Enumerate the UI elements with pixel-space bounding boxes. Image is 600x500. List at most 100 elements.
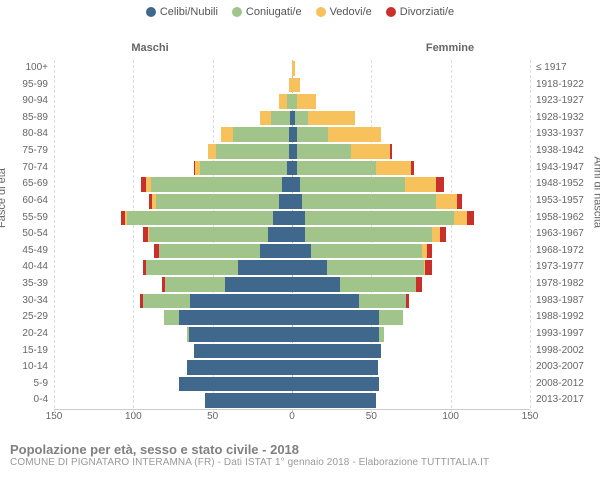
age-label: 45-49 xyxy=(22,243,54,258)
bar-segment xyxy=(454,211,467,226)
bar-male xyxy=(54,294,292,309)
bar-segment xyxy=(440,227,446,242)
bar-segment xyxy=(340,277,416,292)
birth-label: 1978-1982 xyxy=(530,276,584,291)
bar-male xyxy=(54,310,292,325)
birth-label: 2008-2012 xyxy=(530,376,584,391)
legend-swatch xyxy=(316,7,326,17)
bar-female xyxy=(292,360,530,375)
y-axis-left-label: Fasce di età xyxy=(0,168,8,228)
bar-segment xyxy=(282,177,292,192)
bar-male xyxy=(54,111,292,126)
age-label: 15-19 xyxy=(22,343,54,358)
pyramid-row: 80-841933-1937 xyxy=(54,126,530,143)
legend-swatch xyxy=(146,7,156,17)
bar-segment xyxy=(238,260,292,275)
bar-segment xyxy=(164,310,180,325)
legend-label: Vedovi/e xyxy=(330,6,372,18)
bar-segment xyxy=(225,277,292,292)
legend-label: Coniugati/e xyxy=(246,6,302,18)
bar-segment xyxy=(260,111,271,126)
bar-segment xyxy=(127,211,273,226)
legend-label: Celibi/Nubili xyxy=(160,6,218,18)
pyramid-row: 35-391978-1982 xyxy=(54,276,530,293)
bar-male xyxy=(54,277,292,292)
age-label: 70-74 xyxy=(22,160,54,175)
pyramid-row: 85-891928-1932 xyxy=(54,110,530,127)
bar-segment xyxy=(292,244,311,259)
bar-segment xyxy=(327,260,424,275)
bar-segment xyxy=(149,227,268,242)
bar-male xyxy=(54,344,292,359)
bar-segment xyxy=(260,244,292,259)
pyramid-row: 50-541963-1967 xyxy=(54,226,530,243)
legend-item: Vedovi/e xyxy=(316,6,372,18)
age-label: 5-9 xyxy=(34,376,54,391)
age-label: 80-84 xyxy=(22,126,54,141)
pyramid-row: 90-941923-1927 xyxy=(54,93,530,110)
bar-segment xyxy=(279,194,292,209)
birth-label: ≤ 1917 xyxy=(530,60,567,75)
pyramid-row: 15-191998-2002 xyxy=(54,343,530,360)
label-female: Femmine xyxy=(300,42,600,54)
bar-segment xyxy=(305,211,454,226)
legend-item: Coniugati/e xyxy=(232,6,302,18)
age-label: 50-54 xyxy=(22,226,54,241)
bar-segment xyxy=(156,194,280,209)
age-label: 30-34 xyxy=(22,293,54,308)
bar-segment xyxy=(271,111,290,126)
age-label: 55-59 xyxy=(22,210,54,225)
age-label: 75-79 xyxy=(22,143,54,158)
bar-segment xyxy=(328,127,380,142)
pyramid-row: 30-341983-1987 xyxy=(54,293,530,310)
age-label: 85-89 xyxy=(22,110,54,125)
bar-female xyxy=(292,161,530,176)
bar-male xyxy=(54,127,292,142)
bar-female xyxy=(292,78,530,93)
bar-female xyxy=(292,377,530,392)
bar-female xyxy=(292,94,530,109)
bar-segment xyxy=(390,144,392,159)
bar-female xyxy=(292,211,530,226)
bar-segment xyxy=(216,144,289,159)
bar-segment xyxy=(406,294,409,309)
pyramid-row: 75-791938-1942 xyxy=(54,143,530,160)
bar-segment xyxy=(190,294,292,309)
bar-segment xyxy=(405,177,437,192)
bar-segment xyxy=(295,111,308,126)
caption-title: Popolazione per età, sesso e stato civil… xyxy=(10,442,590,457)
bar-male xyxy=(54,377,292,392)
bar-segment xyxy=(151,177,283,192)
bar-female xyxy=(292,111,530,126)
bar-segment xyxy=(208,144,216,159)
bar-male xyxy=(54,94,292,109)
legend-label: Divorziati/e xyxy=(400,6,454,18)
bar-female xyxy=(292,144,530,159)
bar-segment xyxy=(187,360,292,375)
bar-segment xyxy=(292,344,381,359)
pyramid-row: 100+≤ 1917 xyxy=(54,60,530,77)
bar-male xyxy=(54,360,292,375)
bar-female xyxy=(292,177,530,192)
bar-segment xyxy=(292,327,379,342)
bar-segment xyxy=(292,260,327,275)
age-label: 65-69 xyxy=(22,176,54,191)
y-axis-right-label: Anni di nascita xyxy=(592,156,600,228)
bar-segment xyxy=(467,211,475,226)
birth-label: 1973-1977 xyxy=(530,259,584,274)
birth-label: 1983-1987 xyxy=(530,293,584,308)
bar-segment xyxy=(143,294,191,309)
bar-segment xyxy=(146,260,238,275)
bar-male xyxy=(54,260,292,275)
birth-label: 1923-1927 xyxy=(530,93,584,108)
bar-segment xyxy=(292,78,300,93)
bar-segment xyxy=(425,260,431,275)
bar-segment xyxy=(436,177,444,192)
bar-segment xyxy=(292,211,305,226)
bar-male xyxy=(54,211,292,226)
pyramid-row: 25-291988-1992 xyxy=(54,309,530,326)
bar-segment xyxy=(292,310,379,325)
bar-segment xyxy=(457,194,462,209)
pyramid-row: 95-991918-1922 xyxy=(54,77,530,94)
bar-segment xyxy=(221,127,234,142)
